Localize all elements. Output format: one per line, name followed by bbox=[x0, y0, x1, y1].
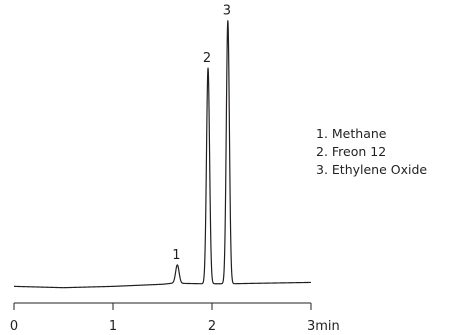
legend: 1. Methane 2. Freon 12 3. Ethylene Oxide bbox=[316, 125, 427, 179]
x-tick-label-0: 0 bbox=[10, 319, 18, 334]
legend-item-2: 2. Freon 12 bbox=[316, 144, 387, 159]
x-axis-tick-labels: 0 1 2 3min bbox=[10, 319, 340, 334]
peak-label-1: 1 bbox=[172, 248, 180, 263]
peak-label-2: 2 bbox=[203, 51, 211, 66]
x-axis-ticks bbox=[13, 303, 312, 310]
x-tick-label-3: 3min bbox=[307, 319, 340, 334]
x-tick-label-1: 1 bbox=[109, 319, 117, 334]
peak-label-3: 3 bbox=[223, 4, 231, 19]
x-tick-label-2: 2 bbox=[208, 319, 216, 334]
legend-item-3: 3. Ethylene Oxide bbox=[316, 162, 428, 177]
chromatogram-trace bbox=[13, 20, 312, 289]
legend-item-1: 1. Methane bbox=[316, 126, 387, 141]
peak-labels: 1 2 3 bbox=[172, 4, 231, 263]
